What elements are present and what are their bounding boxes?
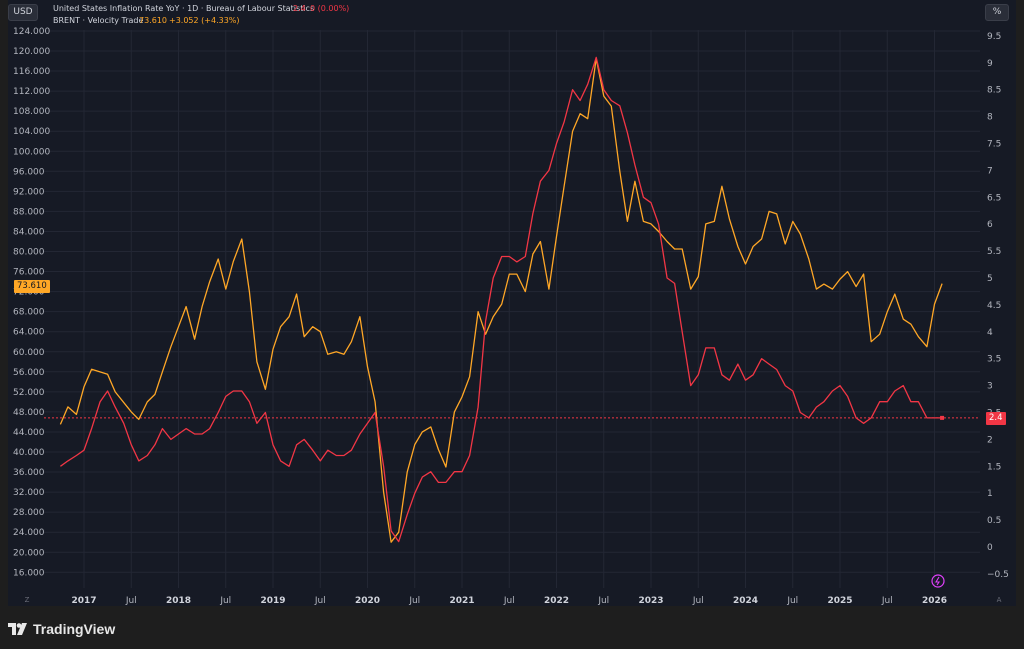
right-axis-tick-label: 3.5 — [987, 355, 1001, 365]
left-axis-tick-label: 88.000 — [13, 207, 45, 217]
right-axis-tick-label: 2 — [987, 435, 993, 445]
lightning-icon[interactable] — [931, 574, 945, 588]
left-axis-tick-label: 28.000 — [13, 508, 45, 518]
legend-inflation-name: United States Inflation Rate YoY · 1D · … — [53, 4, 314, 13]
inflation-last-point-marker — [940, 415, 945, 420]
left-axis-tick-label: 100.000 — [13, 147, 50, 157]
left-axis-tick-label: 92.000 — [13, 187, 45, 197]
left-axis-tick-label: 80.000 — [13, 248, 45, 258]
inflation-value-label: 2.4 — [986, 412, 1006, 425]
time-axis-tick-label: 2019 — [260, 596, 285, 606]
time-axis-tick-label: 2025 — [827, 596, 852, 606]
tradingview-logo[interactable]: TradingView — [8, 621, 115, 637]
time-axis-tick-label: 2024 — [733, 596, 758, 606]
tradingview-logo-icon — [8, 623, 27, 635]
left-axis-tick-label: 124.000 — [13, 27, 50, 37]
right-axis-tick-label: 1 — [987, 489, 993, 499]
time-axis-tick-label: 2017 — [71, 596, 96, 606]
chart-canvas[interactable]: 124.000120.000116.000112.000108.000104.0… — [0, 0, 1024, 612]
time-axis-tick-label: 2022 — [544, 596, 569, 606]
right-axis-tick-label: 8.5 — [987, 86, 1001, 96]
left-axis-tick-label: 108.000 — [13, 107, 50, 117]
left-axis-tick-label: 36.000 — [13, 468, 45, 478]
right-axis-tick-label: −0.5 — [987, 570, 1009, 580]
auto-scale-left-button[interactable]: Z — [24, 596, 30, 604]
time-axis-tick-label: 2021 — [449, 596, 474, 606]
time-axis-tick-label: Jul — [786, 596, 798, 606]
footer-bar: TradingView — [0, 612, 1024, 649]
right-axis-tick-label: 4.5 — [987, 301, 1001, 311]
time-axis-tick-label: Jul — [314, 596, 326, 606]
left-axis-tick-label: 116.000 — [13, 67, 50, 77]
right-axis-tick-label: 0 — [987, 543, 993, 553]
right-axis-tick-label: 0.5 — [987, 516, 1001, 526]
time-axis-tick-label: Jul — [503, 596, 515, 606]
left-axis-tick-label: 76.000 — [13, 268, 45, 278]
time-axis[interactable]: 2017 Jul 2018 Jul 2019 Jul 2020 Jul 2021 Jul 2022 J… — [71, 596, 947, 606]
left-axis-tick-label: 20.000 — [13, 548, 45, 558]
series-lines — [59, 56, 945, 543]
right-axis-tick-label: 5.5 — [987, 247, 1001, 257]
right-axis-tick-label: 7.5 — [987, 140, 1001, 150]
right-axis-tick-label: 3 — [987, 382, 993, 392]
left-axis-tick-label: 56.000 — [13, 368, 45, 378]
left-axis-tick-label: 52.000 — [13, 388, 45, 398]
left-axis-tick-label: 84.000 — [13, 227, 45, 237]
right-axis-tick-label: 6.5 — [987, 193, 1001, 203]
time-axis-tick-label: Jul — [408, 596, 420, 606]
legend-inflation-value: 2.4 — [293, 4, 306, 13]
left-axis-tick-label: 40.000 — [13, 448, 45, 458]
currency-button[interactable]: USD — [8, 4, 38, 21]
legend-brent-value: 73.610 — [139, 16, 167, 25]
left-axis-tick-label: 112.000 — [13, 87, 50, 97]
time-axis-tick-label: 2026 — [922, 596, 947, 606]
brent-price-label: 73.610 — [14, 280, 50, 293]
time-axis-tick-label: Jul — [219, 596, 231, 606]
left-axis-tick-label: 16.000 — [13, 568, 45, 578]
time-axis-tick-label: 2023 — [638, 596, 663, 606]
time-axis-tick-label: 2020 — [355, 596, 380, 606]
time-axis-tick-label: Jul — [125, 596, 137, 606]
legend-brent-name: BRENT · Velocity Trade — [53, 16, 144, 25]
left-axis-tick-label: 48.000 — [13, 408, 45, 418]
right-axis-tick-label: 4 — [987, 328, 993, 338]
left-axis-tick-label: 104.000 — [13, 127, 50, 137]
left-axis-tick-label: 60.000 — [13, 348, 45, 358]
right-axis-tick-label: 9 — [987, 59, 993, 69]
time-axis-tick-label: Jul — [881, 596, 893, 606]
left-axis-tick-label: 32.000 — [13, 488, 45, 498]
right-axis-tick-label: 8 — [987, 113, 993, 123]
brent-series-line — [59, 57, 943, 543]
inflation-series-line — [60, 56, 943, 543]
right-axis-tick-label: 6 — [987, 220, 993, 230]
left-axis-tick-label: 44.000 — [13, 428, 45, 438]
left-axis-tick-label: 24.000 — [13, 528, 45, 538]
left-axis-tick-label: 64.000 — [13, 328, 45, 338]
right-axis-tick-label: 9.5 — [987, 32, 1001, 42]
right-axis-tick-label: 7 — [987, 166, 993, 176]
percent-scale-button[interactable]: % — [985, 4, 1009, 21]
right-axis-tick-label: 1.5 — [987, 462, 1001, 472]
time-axis-tick-label: Jul — [597, 596, 609, 606]
legend[interactable]: United States Inflation Rate YoY · 1D · … — [53, 4, 349, 25]
auto-scale-right-button[interactable]: A — [996, 596, 1002, 604]
left-axis-tick-label: 96.000 — [13, 167, 45, 177]
legend-brent-change: +3.052 (+4.33%) — [169, 16, 240, 25]
left-axis-tick-label: 120.000 — [13, 47, 50, 57]
right-percent-axis[interactable]: 9.598.587.576.565.554.543.532.521.510.50… — [987, 32, 1009, 580]
left-axis-tick-label: 68.000 — [13, 308, 45, 318]
time-axis-tick-label: Jul — [692, 596, 704, 606]
legend-inflation-change: 0 (0.00%) — [310, 4, 349, 13]
right-axis-tick-label: 5 — [987, 274, 993, 284]
branding-text: TradingView — [33, 621, 116, 637]
grid — [44, 30, 980, 588]
plot-background — [8, 0, 1016, 606]
time-axis-tick-label: 2018 — [166, 596, 191, 606]
